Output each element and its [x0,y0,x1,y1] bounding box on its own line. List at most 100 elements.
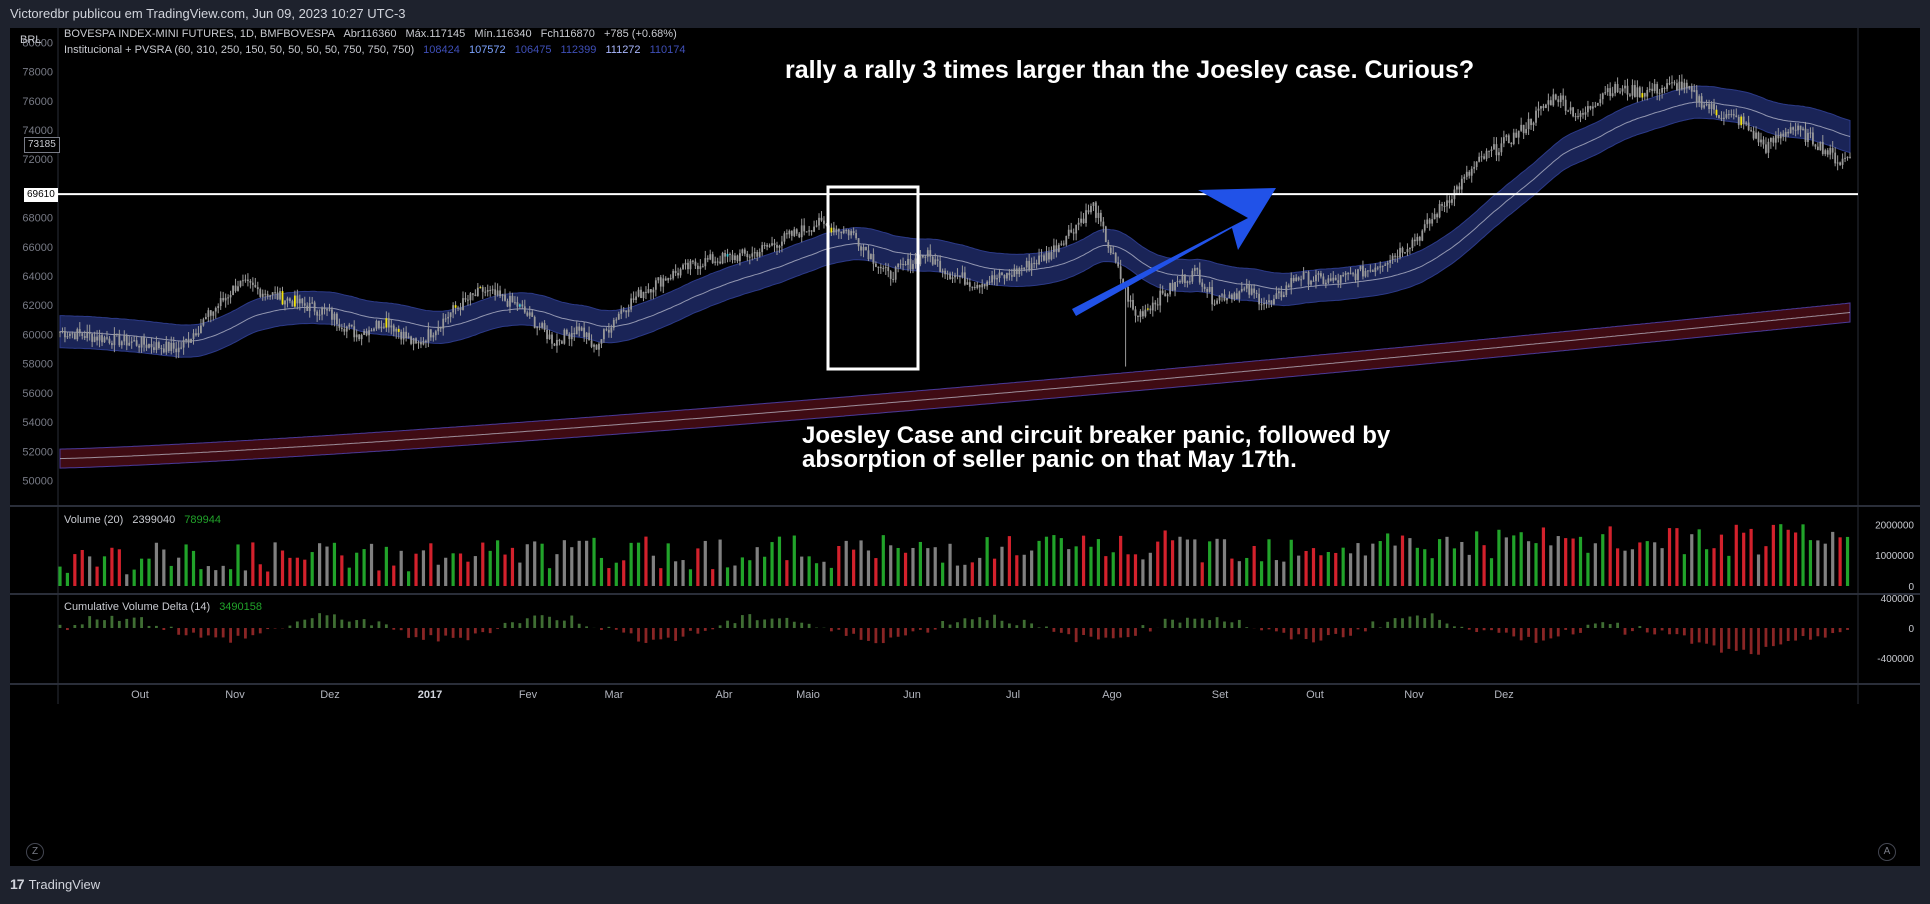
cvd-bar [1846,628,1849,630]
candle-body [1080,218,1082,223]
volume-bar [288,557,292,586]
candle-body [1802,128,1804,130]
volume-bar [1059,538,1063,586]
candle-body [1184,274,1186,284]
volume-bar [1237,561,1241,586]
candle-body [1611,93,1614,97]
cvd-legend: Cumulative Volume Delta (14) 3490158 [64,601,262,613]
candle-body [664,278,667,281]
volume-bar [866,550,871,586]
candle-body [914,258,917,264]
candle-body [1799,125,1802,130]
candle-body [617,313,620,320]
candle-body [469,293,472,301]
candle-body [1394,255,1396,257]
candle-body [1379,266,1382,268]
cvd-bar [1645,628,1649,633]
ohlc-open: Abr116360 [343,28,397,40]
chart-frame[interactable]: 50000 52000 54000 56000 58000 60000 62000 64000… [10,28,1920,866]
volume-bar [1482,545,1486,586]
volume-bar [725,567,730,586]
volume-bar [763,556,767,586]
x-axis-label: Nov [225,689,245,701]
candle-body [86,331,89,339]
candle-body [894,267,897,280]
candle-body [1752,130,1755,139]
volume-bar [303,559,307,586]
tradingview-logo-icon: 17 [10,876,25,892]
candle-body [432,335,435,338]
candle-body [412,338,415,344]
candle-body [1648,88,1651,91]
candle-body [378,320,380,329]
cvd-bar [1682,628,1686,636]
candle-body [845,230,848,232]
candle-body [98,335,101,341]
volume-bar [533,541,537,586]
cvd-bar [763,619,767,628]
candle-body [1255,292,1258,294]
candle-body [1557,99,1560,103]
candle-body [1465,171,1468,177]
annotation-joesley: Joesley Case and circuit breaker panic, … [802,422,1391,473]
volume-bar [1304,550,1308,586]
volume-bar [1133,554,1138,586]
candle-body [640,289,642,299]
cvd-bar [147,625,151,628]
candle-body [274,292,276,294]
candle-body [180,347,183,349]
candle-body [1705,104,1708,106]
candle-body [1423,224,1426,231]
candle-body [595,344,598,350]
candle-body [1527,118,1530,130]
cvd-bar [800,622,804,628]
volume-bar [466,561,470,586]
zoom-button[interactable]: Z [26,843,44,861]
x-axis-label: Dez [1494,689,1514,701]
cvd-bar [511,622,514,628]
cvd-bar [1809,628,1812,640]
candle-body [1794,129,1797,131]
volume-bar [577,540,581,586]
candle-body [202,319,205,326]
candle-body [1038,255,1040,265]
candle-body [1834,152,1837,164]
chart-canvas[interactable]: 50000 52000 54000 56000 58000 60000 62000 64000… [10,28,1920,866]
cvd-title: Cumulative Volume Delta (14) [64,601,211,613]
volume-bar [243,570,248,586]
candle-body [1201,282,1204,287]
candle-body [904,263,907,265]
candle-body [457,307,459,309]
cvd-bar [1275,628,1278,632]
volume-bar [547,568,552,586]
candle-body [1537,108,1540,111]
volume-bar [1156,541,1160,586]
cvd-bar [1519,628,1523,641]
cvd-bar [740,615,744,628]
candle-body [897,263,900,268]
candle-body [993,275,996,280]
volume-bar [1319,555,1323,586]
candle-body [1596,102,1599,106]
auto-scale-button[interactable]: A [1878,843,1896,861]
candle-body [1606,88,1609,93]
cvd-bar [177,628,181,635]
candle-body [523,306,526,313]
candle-body [358,334,361,340]
volume-bar [65,572,70,586]
candle-body [704,258,707,267]
candle-body [1621,88,1624,92]
brand[interactable]: 17 TradingView [10,876,100,892]
candle-body [711,254,714,263]
volume-bar [325,546,329,586]
candle-body [1587,106,1589,113]
candle-body [1646,90,1649,97]
volume-bar [1274,560,1279,586]
candle-body [286,298,289,301]
cvd-bar [80,624,84,628]
candle-body [882,267,885,269]
cvd-bar [1356,628,1360,630]
volume-bar [88,556,92,586]
candle-body [1413,239,1416,242]
cvd-bar [570,615,574,628]
